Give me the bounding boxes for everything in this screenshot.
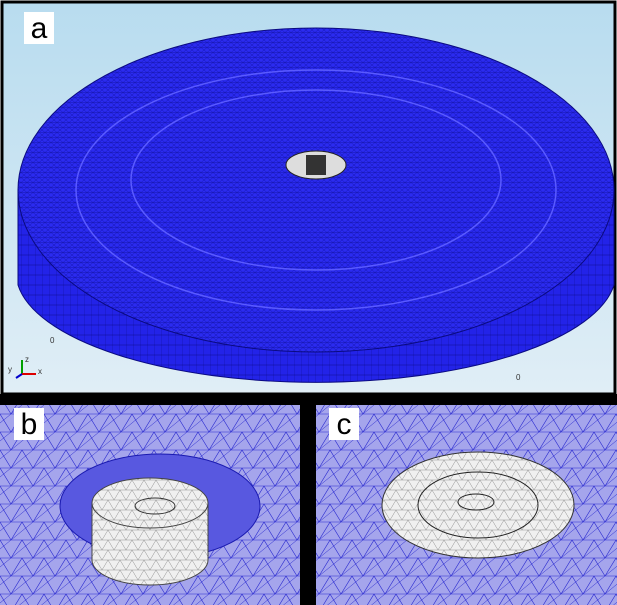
axis-label: y	[8, 365, 12, 374]
panel-label: a	[31, 12, 48, 45]
cylinder-top	[92, 478, 208, 528]
insert-top	[382, 452, 574, 558]
panel-a: a z y x 0 0	[2, 2, 615, 394]
panel-c: c	[316, 405, 617, 605]
hub-core	[306, 155, 326, 175]
separator	[300, 394, 316, 605]
panel-label: c	[337, 408, 352, 441]
axis-label: z	[25, 355, 29, 364]
origin-label: 0	[50, 336, 55, 345]
origin-label: 0	[516, 373, 521, 382]
panel-b: b	[0, 405, 300, 605]
axis-label: x	[38, 367, 42, 376]
panel-label: b	[21, 408, 38, 441]
figure: a z y x 0 0 b c	[0, 0, 617, 605]
disk-top	[18, 28, 614, 352]
